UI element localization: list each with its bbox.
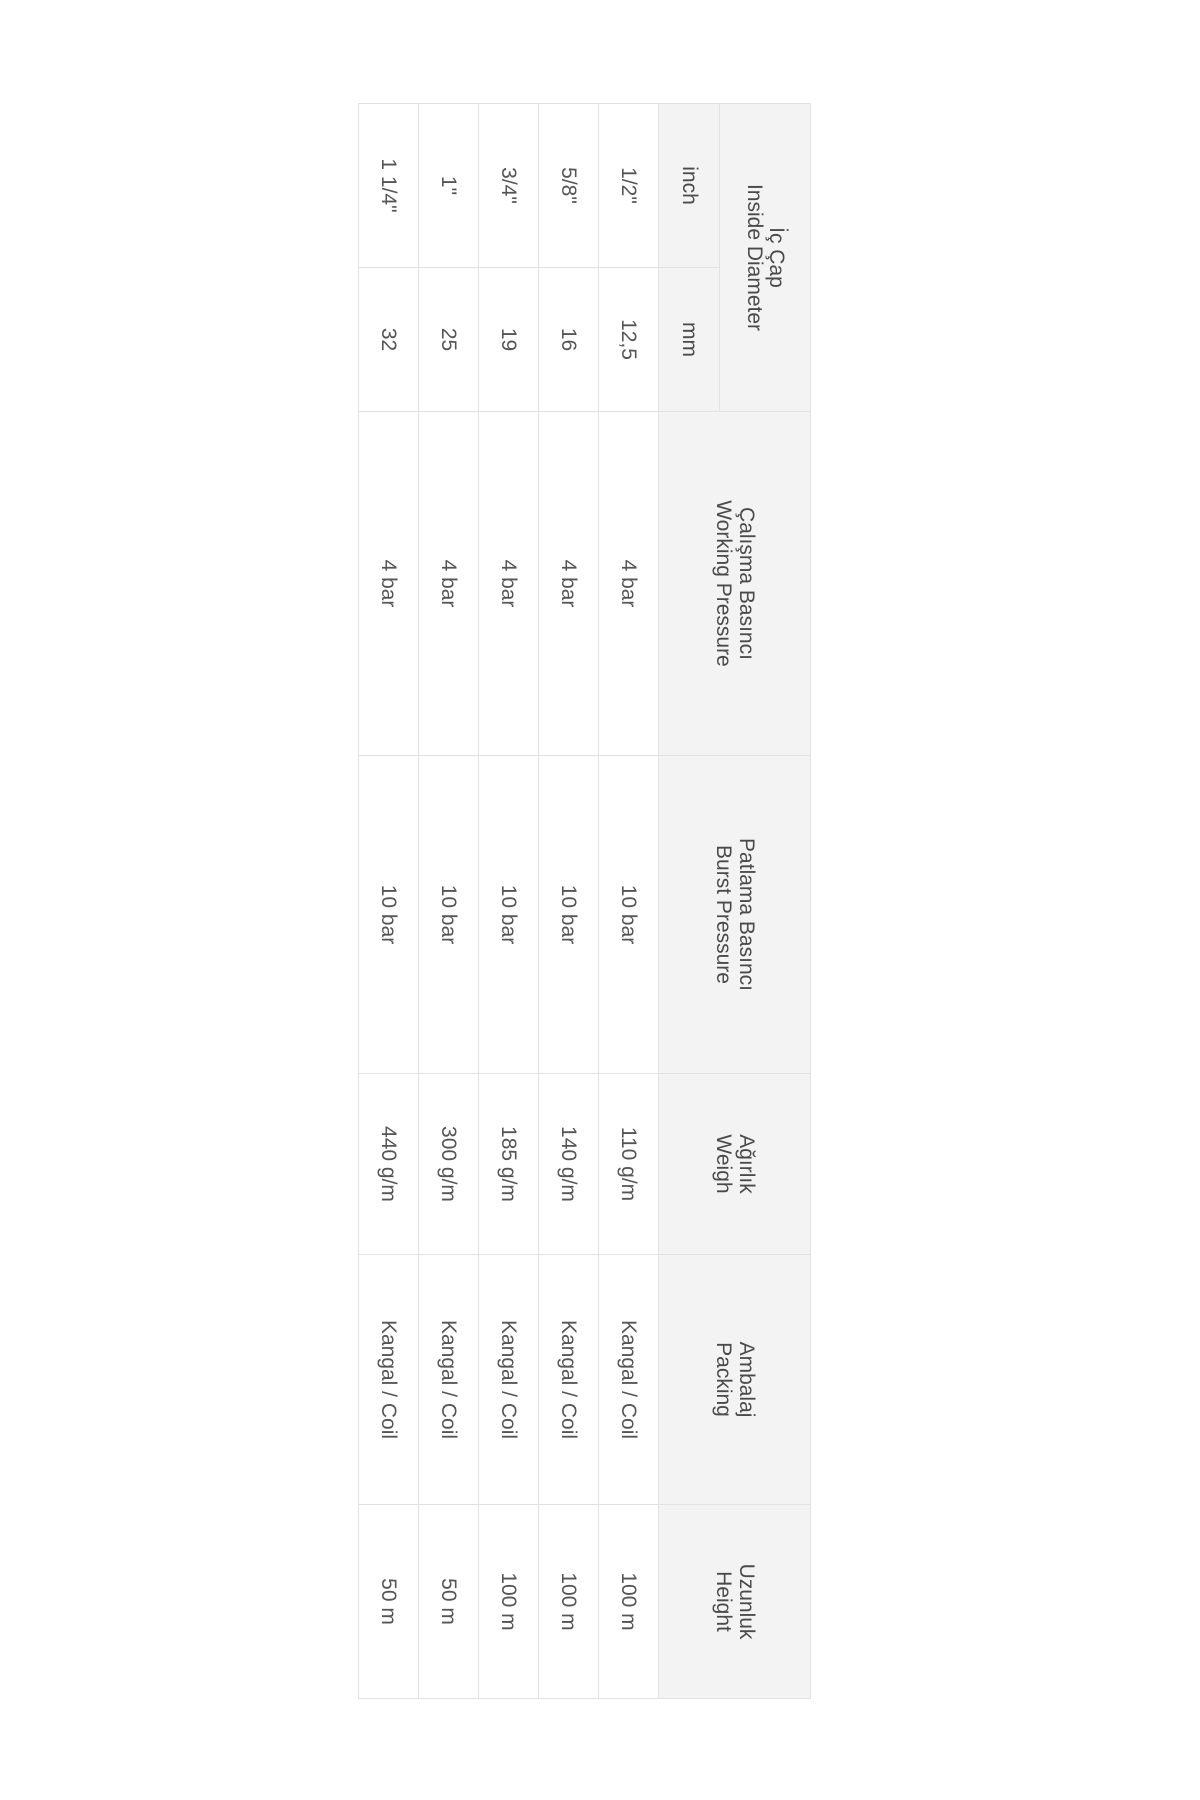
table-row: 1 1/4" 32 4 bar 10 bar 440 g/m Kangal / Coil 5… [358,103,419,1699]
cell-height: 50 m [358,1504,419,1699]
header-working-pressure: Çalışma Basıncı Working Pressure [658,411,811,756]
cell-height: 100 m [538,1504,599,1699]
cell-weigh: 140 g/m [538,1073,599,1255]
table-row: 1" 25 4 bar 10 bar 300 g/m Kangal / Coil 50 m [418,103,479,1699]
header-mm: mm [658,267,720,412]
cell-burst: 10 bar [598,755,659,1074]
cell-burst: 10 bar [418,755,479,1074]
header-inside-diameter: İç Çap Inside Diameter [719,103,811,412]
cell-inch: 1" [418,103,479,268]
header-tr: Uzunluk [734,1563,758,1640]
header-en: Burst Pressure [712,845,736,984]
cell-weigh: 185 g/m [478,1073,539,1255]
header-en: Weigh [712,1134,736,1194]
cell-packing: Kangal / Coil [418,1254,479,1505]
header-row: İç Çap Inside Diameter Çalışma Basıncı Wor… [658,103,811,1699]
cell-packing: Kangal / Coil [358,1254,419,1505]
cell-burst: 10 bar [478,755,539,1074]
cell-weigh: 300 g/m [418,1073,479,1255]
table-row: 3/4" 19 4 bar 10 bar 185 g/m Kangal / Coil 100… [478,103,539,1699]
header-en: Inside Diameter [743,183,766,332]
cell-inch: 3/4" [478,103,539,268]
cell-inch: 1/2" [598,103,659,268]
cell-mm: 32 [358,267,419,412]
header-en: Height [712,1571,736,1632]
cell-height: 100 m [598,1504,659,1699]
cell-mm: 25 [418,267,479,412]
header-tr: Patlama Basıncı [734,838,758,991]
cell-weigh: 110 g/m [598,1073,659,1255]
cell-height: 50 m [418,1504,479,1699]
table-row: 5/8" 16 4 bar 10 bar 140 g/m Kangal / Coil 100… [538,103,599,1699]
rotated-spec-table: İç Çap Inside Diameter Çalışma Basıncı Wor… [358,103,811,1699]
cell-working: 4 bar [478,411,539,756]
header-burst-pressure: Patlama Basıncı Burst Pressure [658,755,811,1074]
cell-inch: 5/8" [538,103,599,268]
cell-weigh: 440 g/m [358,1073,419,1255]
header-en: Working Pressure [712,500,736,667]
cell-packing: Kangal / Coil [598,1254,659,1505]
table-row: 1/2" 12,5 4 bar 10 bar 110 g/m Kangal / Coil 1… [598,103,659,1699]
cell-packing: Kangal / Coil [478,1254,539,1505]
header-tr: Ambalaj [734,1341,758,1418]
header-tr: Ağırlık [734,1134,758,1194]
cell-working: 4 bar [598,411,659,756]
header-height: Uzunluk Height [658,1504,811,1699]
cell-working: 4 bar [538,411,599,756]
hose-spec-table: İç Çap Inside Diameter Çalışma Basıncı Wor… [358,103,811,1699]
cell-working: 4 bar [358,411,419,756]
cell-working: 4 bar [418,411,479,756]
header-tr: Çalışma Basıncı [734,507,758,660]
cell-packing: Kangal / Coil [538,1254,599,1505]
header-weigh: Ağırlık Weigh [658,1073,811,1255]
header-inch: inch [658,103,720,268]
header-packing: Ambalaj Packing [658,1254,811,1505]
header-en: Packing [712,1342,736,1417]
cell-burst: 10 bar [358,755,419,1074]
cell-mm: 19 [478,267,539,412]
cell-height: 100 m [478,1504,539,1699]
cell-burst: 10 bar [538,755,599,1074]
header-tr: İç Çap [765,227,789,288]
cell-mm: 12,5 [598,267,659,412]
cell-mm: 16 [538,267,599,412]
cell-inch: 1 1/4" [358,103,419,268]
